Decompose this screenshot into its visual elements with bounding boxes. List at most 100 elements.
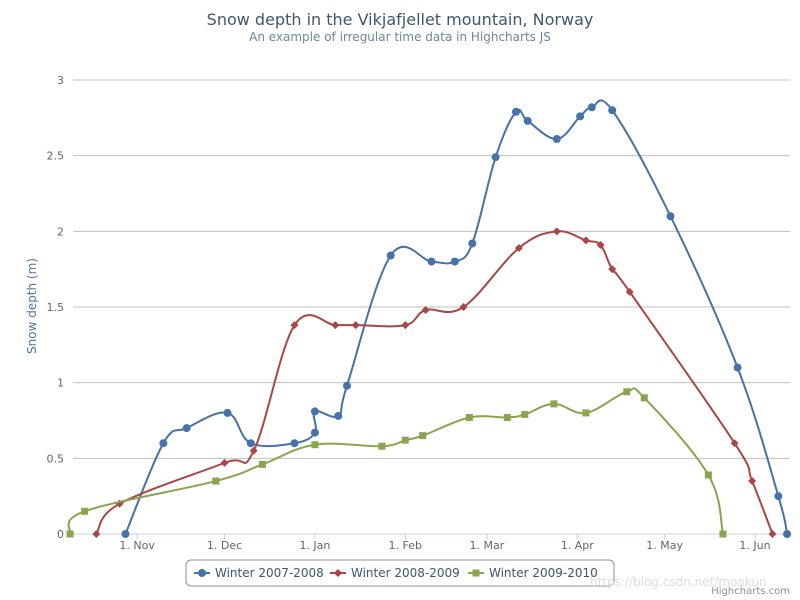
data-point[interactable] — [121, 530, 130, 538]
x-tick-label: 1. Feb — [389, 539, 422, 552]
data-point[interactable] — [774, 492, 783, 501]
legend-marker-diamond — [334, 569, 342, 577]
data-point[interactable] — [419, 432, 427, 440]
data-point[interactable] — [521, 410, 529, 418]
data-point[interactable] — [310, 428, 319, 437]
y-tick-label: 2.5 — [47, 150, 65, 163]
data-point[interactable] — [212, 477, 220, 485]
data-point[interactable] — [625, 287, 634, 296]
credits-link[interactable]: Highcharts.com — [711, 586, 790, 597]
legend-marker-square — [472, 569, 480, 577]
legend-label-series-1: Winter 2007-2008 — [215, 566, 324, 580]
data-point[interactable] — [730, 439, 739, 448]
data-point[interactable] — [311, 441, 319, 449]
data-point[interactable] — [581, 236, 590, 245]
data-point[interactable] — [783, 530, 792, 538]
data-point[interactable] — [401, 321, 410, 330]
data-point[interactable] — [514, 243, 523, 252]
data-point[interactable] — [552, 135, 561, 144]
data-point[interactable] — [719, 530, 727, 538]
x-tick-label: 1. Nov — [119, 539, 155, 552]
data-point[interactable] — [421, 306, 430, 315]
grid-lines — [73, 79, 790, 535]
data-point[interactable] — [623, 388, 631, 396]
chart-subtitle: An example of irregular time data in Hig… — [249, 30, 551, 44]
data-point[interactable] — [401, 436, 409, 444]
y-tick-label: 0.5 — [47, 452, 65, 465]
y-tick-label: 2 — [57, 225, 64, 238]
data-point[interactable] — [258, 460, 266, 468]
data-point[interactable] — [733, 363, 742, 372]
series-1 — [121, 99, 792, 538]
data-point[interactable] — [552, 227, 561, 236]
y-tick-label: 3 — [57, 74, 64, 87]
data-point[interactable] — [640, 394, 648, 402]
data-point[interactable] — [582, 409, 590, 417]
data-point[interactable] — [223, 408, 232, 417]
data-point[interactable] — [310, 407, 319, 416]
data-point[interactable] — [468, 239, 477, 248]
legend-label-series-3: Winter 2009-2010 — [489, 566, 598, 580]
data-point[interactable] — [331, 321, 340, 330]
data-point[interactable] — [378, 442, 386, 450]
y-tick-label: 0 — [57, 528, 64, 541]
legend-label-series-2: Winter 2008-2009 — [351, 566, 460, 580]
x-axis-ticks: 1. Nov 1. Dec 1. Jan 1. Feb 1. Mar 1. Apr 1. M… — [119, 534, 771, 552]
data-point[interactable] — [587, 103, 596, 112]
data-point[interactable] — [334, 411, 343, 420]
data-point[interactable] — [459, 303, 468, 311]
y-axis-label: Snow depth (m) — [25, 258, 39, 354]
data-point[interactable] — [576, 112, 585, 121]
watermark: https://blog.csdn.net/moakun — [590, 575, 767, 589]
data-point[interactable] — [465, 413, 473, 421]
data-point[interactable] — [768, 530, 777, 538]
data-point[interactable] — [523, 116, 532, 125]
data-point[interactable] — [503, 413, 511, 421]
data-point[interactable] — [386, 251, 395, 260]
data-point[interactable] — [748, 477, 757, 486]
data-point[interactable] — [220, 458, 229, 467]
series-layer — [66, 99, 792, 538]
data-point[interactable] — [596, 240, 605, 249]
series-3 — [66, 387, 727, 538]
legend-item-series-3[interactable]: Winter 2009-2010 — [468, 566, 598, 580]
data-point[interactable] — [246, 439, 255, 448]
data-point[interactable] — [608, 106, 617, 115]
series-2 — [92, 227, 777, 538]
data-point[interactable] — [427, 257, 436, 266]
data-point[interactable] — [666, 212, 675, 221]
data-point[interactable] — [342, 381, 351, 390]
chart-title: Snow depth in the Vikjafjellet mountain,… — [207, 10, 594, 29]
data-point[interactable] — [66, 530, 74, 538]
data-point[interactable] — [182, 424, 191, 433]
y-tick-label: 1 — [57, 377, 64, 390]
data-point[interactable] — [159, 439, 168, 448]
data-point[interactable] — [704, 471, 712, 479]
x-tick-label: 1. Jan — [299, 539, 330, 552]
y-tick-label: 1.5 — [47, 301, 65, 314]
data-point[interactable] — [92, 530, 101, 538]
legend-item-series-1[interactable]: Winter 2007-2008 — [194, 566, 324, 580]
legend: Winter 2007-2008 Winter 2008-2009 Winter… — [185, 559, 615, 587]
y-axis-ticks: 0 0.5 1 1.5 2 2.5 3 — [47, 74, 65, 541]
data-point[interactable] — [491, 153, 500, 162]
data-point[interactable] — [450, 257, 459, 266]
x-tick-label: 1. Mar — [470, 539, 505, 552]
legend-item-series-2[interactable]: Winter 2008-2009 — [330, 566, 460, 580]
x-tick-label: 1. May — [646, 539, 683, 552]
legend-box — [185, 559, 615, 587]
data-point[interactable] — [512, 107, 521, 116]
data-point[interactable] — [351, 321, 360, 330]
data-point[interactable] — [608, 265, 617, 274]
x-tick-label: 1. Jun — [739, 539, 770, 552]
x-tick-label: 1. Apr — [561, 539, 594, 552]
data-point[interactable] — [550, 400, 558, 408]
data-point[interactable] — [290, 439, 299, 448]
legend-marker-circle — [198, 569, 206, 577]
data-point[interactable] — [290, 321, 299, 330]
data-point[interactable] — [81, 507, 89, 515]
x-tick-label: 1. Dec — [207, 539, 242, 552]
data-point[interactable] — [249, 446, 258, 455]
